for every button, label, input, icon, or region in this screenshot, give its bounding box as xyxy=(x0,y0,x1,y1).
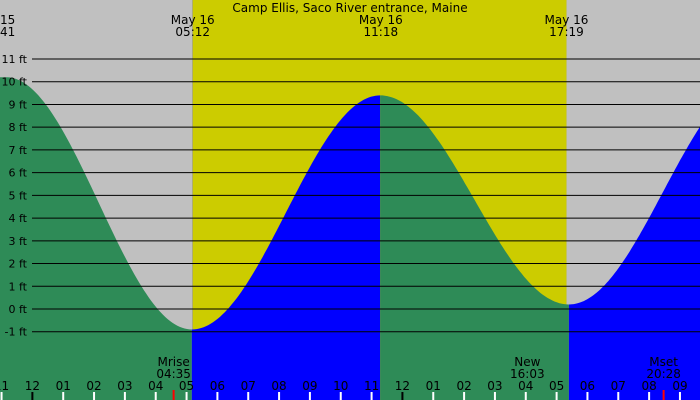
chart-title: Camp Ellis, Saco River entrance, Maine xyxy=(232,1,467,15)
tide-segment-0 xyxy=(0,77,192,400)
x-tick-label-0: 11 xyxy=(0,379,9,393)
x-tick-label-22: 09 xyxy=(672,379,687,393)
x-tick-label-13: 12 xyxy=(395,379,410,393)
x-tick-label-6: 05 xyxy=(179,379,194,393)
top-time-label-2: 11:18 xyxy=(364,25,399,39)
tide-segment-1 xyxy=(191,95,381,400)
y-label-5: 5 ft xyxy=(9,189,28,202)
x-tick-label-3: 02 xyxy=(86,379,101,393)
x-axis-ticks: 11 12 01 02 03 04 05 06 07 08 09 10 11 12 01 02 03 04 05 06… xyxy=(0,379,688,400)
top-date-label-2: May 16 xyxy=(359,13,403,27)
event-time-0: 04:35 xyxy=(156,367,191,381)
top-date-label-1: May 16 xyxy=(171,13,215,27)
top-date-label-3: May 16 xyxy=(545,13,589,27)
x-tick-label-20: 07 xyxy=(611,379,626,393)
x-tick-label-2: 01 xyxy=(56,379,71,393)
y-label-11: 11 ft xyxy=(2,53,28,66)
y-label-3: 3 ft xyxy=(9,235,28,248)
y-label-2: 2 ft xyxy=(9,258,28,271)
y-label-4: 4 ft xyxy=(9,212,28,225)
event-name-1: New xyxy=(514,355,540,369)
x-tick-label-11: 10 xyxy=(333,379,348,393)
x-tick-label-8: 07 xyxy=(241,379,256,393)
x-tick-label-15: 02 xyxy=(456,379,471,393)
x-tick-label-4: 03 xyxy=(117,379,132,393)
gridlines xyxy=(32,58,700,333)
x-tick-label-9: 08 xyxy=(271,379,286,393)
top-time-label-1: 05:12 xyxy=(175,25,210,39)
x-tick-label-21: 08 xyxy=(641,379,656,393)
top-time-label-0: 41 xyxy=(0,25,15,39)
x-tick-label-7: 06 xyxy=(210,379,225,393)
x-tick-label-16: 03 xyxy=(487,379,502,393)
y-label-10: 10 ft xyxy=(2,76,28,89)
y-label-0: 0 ft xyxy=(9,303,28,316)
x-tick-label-17: 04 xyxy=(518,379,533,393)
y-label-9: 9 ft xyxy=(9,98,28,111)
event-name-0: Mrise xyxy=(157,355,189,369)
event-name-2: Mset xyxy=(649,355,678,369)
x-tick-label-18: 05 xyxy=(549,379,564,393)
x-tick-label-12: 11 xyxy=(364,379,379,393)
y-axis-labels: -1 ft 0 ft 1 ft 2 ft 3 ft 4 ft 5 ft 6 ft 7 ft 8 f… xyxy=(2,53,28,339)
event-time-2: 20:28 xyxy=(646,367,681,381)
y-label-1: 1 ft xyxy=(9,280,28,293)
x-tick-label-5: 04 xyxy=(148,379,163,393)
top-time-label-3: 17:19 xyxy=(549,25,584,39)
y-label-6: 6 ft xyxy=(9,167,28,180)
x-tick-label-14: 01 xyxy=(426,379,441,393)
x-tick-label-1: 12 xyxy=(25,379,40,393)
tide-segment-2 xyxy=(380,95,569,400)
top-date-label-0: 15 xyxy=(0,13,15,27)
y-label--1: -1 ft xyxy=(5,326,28,339)
event-time-1: 16:03 xyxy=(510,367,545,381)
y-label-8: 8 ft xyxy=(9,121,28,134)
y-label-7: 7 ft xyxy=(9,144,28,157)
x-tick-label-10: 09 xyxy=(302,379,317,393)
x-tick-label-19: 06 xyxy=(580,379,595,393)
